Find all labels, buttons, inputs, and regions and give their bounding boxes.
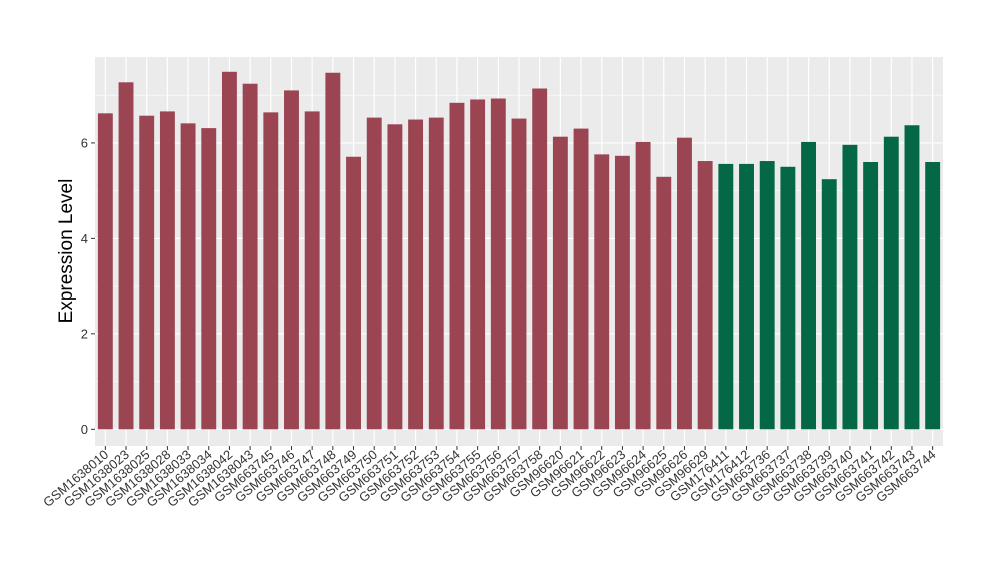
bars	[97, 71, 941, 430]
bar	[449, 102, 465, 430]
bar	[656, 176, 672, 430]
bar	[801, 141, 817, 430]
bar	[759, 161, 775, 430]
bar	[863, 162, 879, 430]
y-axis-title: Expression Level	[56, 179, 77, 324]
bar	[470, 99, 486, 430]
bar	[242, 83, 258, 430]
bar	[883, 136, 899, 430]
bar	[532, 88, 548, 430]
y-axis: 0 2 4 6	[81, 135, 95, 437]
bar	[408, 119, 424, 430]
bar	[739, 163, 754, 430]
bar	[511, 118, 527, 430]
bar	[573, 128, 589, 430]
bar	[552, 136, 568, 430]
bar	[428, 117, 444, 430]
bar	[490, 98, 506, 430]
y-tick-label: 0	[81, 422, 88, 437]
bar	[677, 137, 692, 430]
bar	[304, 111, 320, 430]
bar	[387, 124, 403, 430]
bar	[139, 115, 155, 430]
bar	[925, 162, 941, 430]
bar	[821, 179, 837, 430]
bar	[614, 155, 630, 430]
y-tick-label: 2	[81, 326, 88, 341]
bar	[594, 154, 610, 430]
bar	[201, 128, 217, 430]
bar	[635, 141, 651, 430]
bar	[180, 123, 196, 430]
bar	[697, 161, 713, 430]
x-axis: GSM1638010GSM1638023GSM1638025GSM1638028…	[40, 446, 939, 510]
bar	[118, 82, 134, 430]
bar	[159, 111, 175, 430]
bar	[97, 113, 113, 430]
bar	[780, 166, 796, 430]
bar	[325, 72, 341, 430]
y-tick-label: 6	[81, 135, 88, 150]
bar	[221, 71, 237, 430]
bar	[346, 156, 361, 430]
bar	[842, 144, 858, 430]
bar	[718, 163, 734, 430]
bar	[263, 112, 279, 430]
bar	[284, 90, 299, 430]
bar	[366, 117, 382, 430]
y-tick-label: 4	[81, 231, 88, 246]
bar	[904, 125, 920, 430]
